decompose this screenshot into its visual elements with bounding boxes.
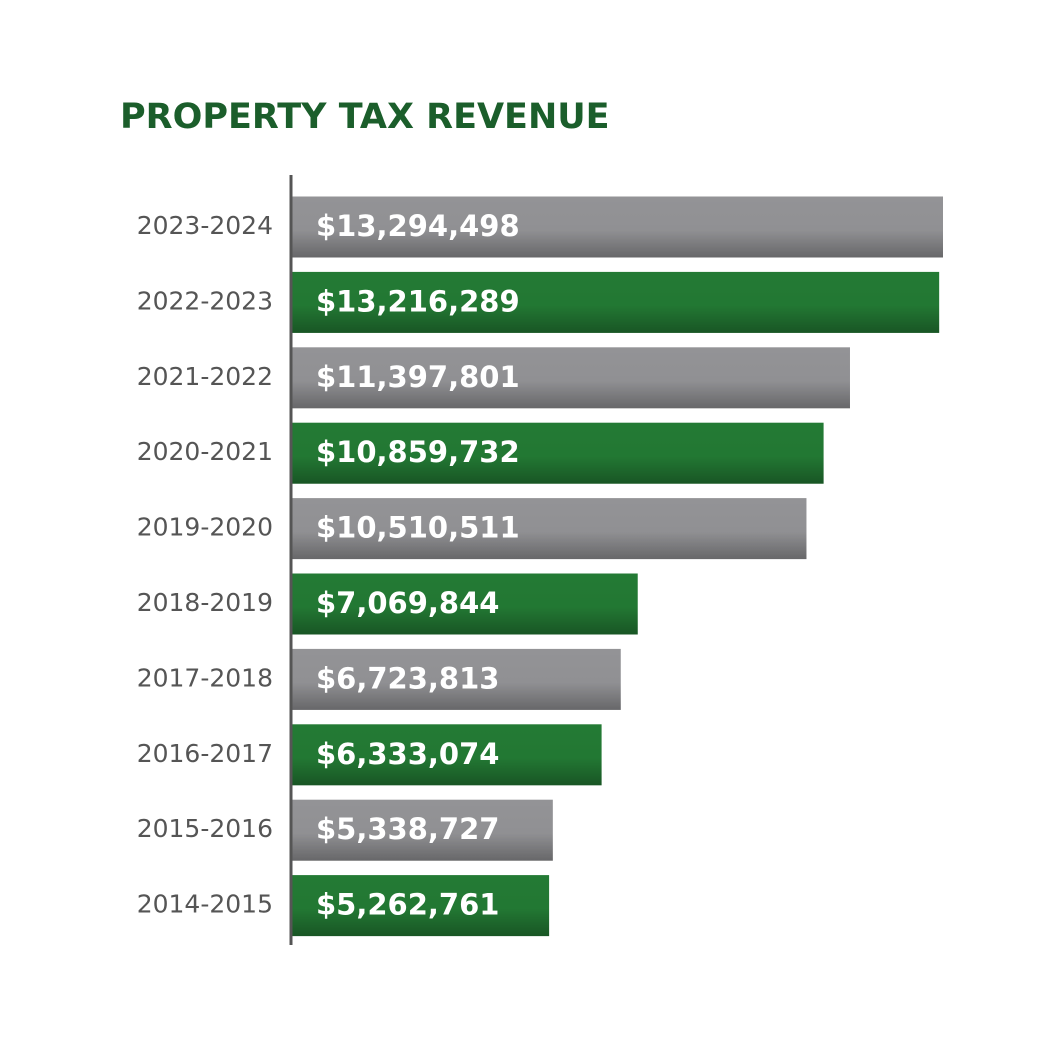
bar-shade xyxy=(291,799,553,861)
bar-shade xyxy=(291,648,621,710)
category-label: 2021-2022 xyxy=(137,362,273,391)
category-label: 2020-2021 xyxy=(137,437,273,466)
category-label: 2016-2017 xyxy=(137,739,273,768)
category-label: 2023-2024 xyxy=(137,211,273,240)
chart-title: PROPERTY TAX REVENUE xyxy=(120,97,610,137)
bar-shade xyxy=(291,498,807,560)
bar-shade xyxy=(291,347,850,409)
value-label: $5,262,761 xyxy=(316,888,499,922)
value-label: $13,216,289 xyxy=(316,284,520,318)
category-label: 2017-2018 xyxy=(137,663,273,692)
value-label: $6,723,813 xyxy=(316,661,499,695)
value-label: $10,510,511 xyxy=(316,511,520,545)
category-label: 2022-2023 xyxy=(137,286,273,315)
category-label: 2019-2020 xyxy=(137,513,273,542)
value-label: $5,338,727 xyxy=(316,812,499,846)
category-label: 2014-2015 xyxy=(137,890,273,919)
bar-shade xyxy=(291,875,550,937)
value-label: $7,069,844 xyxy=(316,586,499,620)
value-label: $13,294,498 xyxy=(316,209,520,243)
category-label: 2015-2016 xyxy=(137,814,273,843)
bar-shade xyxy=(291,422,824,484)
value-label: $10,859,732 xyxy=(316,435,520,469)
bar-shade xyxy=(291,271,940,333)
bar-shade xyxy=(291,196,943,258)
value-label: $6,333,074 xyxy=(316,737,499,771)
bar-shade xyxy=(291,724,602,786)
bar-shade xyxy=(291,573,638,635)
value-label: $11,397,801 xyxy=(316,360,520,394)
category-label: 2018-2019 xyxy=(137,588,273,617)
